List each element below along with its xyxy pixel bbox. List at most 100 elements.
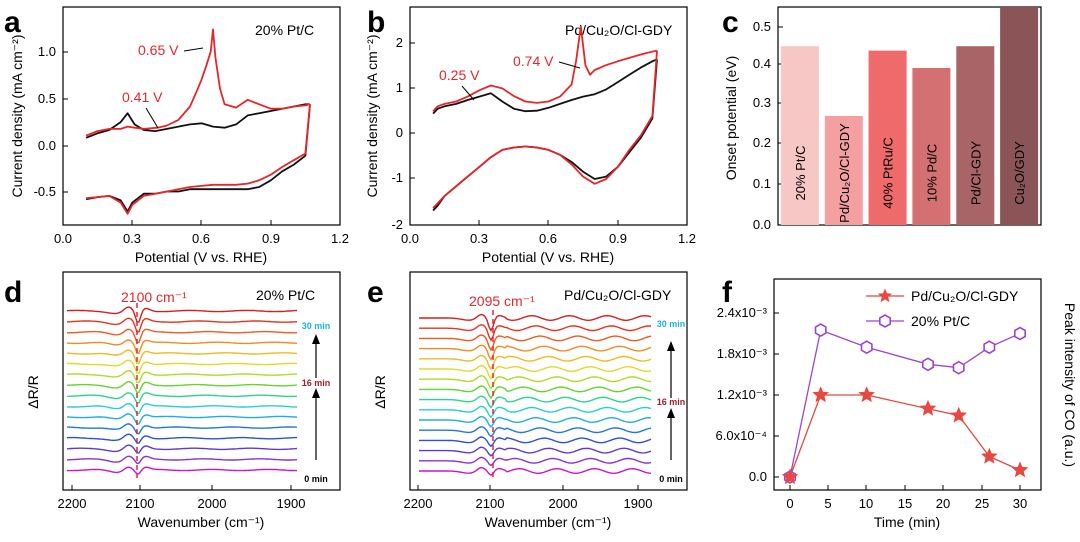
spectrum-trace xyxy=(419,364,652,380)
panel-f-y-ticks: 0.0 6.0x10⁻⁴ 1.2x10⁻³ 1.8x10⁻³ 2.4x10⁻³ xyxy=(716,305,768,484)
panel-f-letter: f xyxy=(722,276,733,309)
bar xyxy=(868,50,907,225)
panel-a-xtick: 0.6 xyxy=(192,231,210,246)
spectrum-trace xyxy=(66,380,298,394)
panel-a-annotation-onset: 0.41 V xyxy=(122,89,163,105)
panel-e-time-arrow: 30 min 16 min 0 min xyxy=(657,319,686,484)
panel-d-frame xyxy=(62,271,341,491)
data-point-hexagon xyxy=(814,323,827,338)
spectrum-trace xyxy=(66,392,298,404)
panel-f-xtick: 30 xyxy=(1013,496,1027,511)
panel-b-ytick: -2 xyxy=(391,217,403,232)
data-point-star xyxy=(919,399,937,416)
data-point-star xyxy=(1011,461,1029,478)
panel-f-legend: Pd/Cu₂O/Cl-GDY 20% Pt/C xyxy=(866,288,1019,329)
legend-hexagon-icon xyxy=(878,314,892,328)
panel-f-xtick: 5 xyxy=(824,496,831,511)
panel-f-frame xyxy=(773,278,1042,491)
panel-b-frame xyxy=(409,6,688,226)
panel-b-xtick: 1.2 xyxy=(678,231,696,246)
spectrum-trace xyxy=(419,313,652,333)
spectrum-trace xyxy=(66,413,298,425)
spectrum-trace xyxy=(66,349,298,365)
panel-a-letter: a xyxy=(4,6,21,39)
panel-b-annotation-onset: 0.25 V xyxy=(439,67,480,83)
spectrum-trace xyxy=(419,466,652,476)
panel-e-legend: Pd/Cu₂O/Cl-GDY xyxy=(564,287,672,303)
panel-b-x-ticks: 0.0 0.3 0.6 0.9 1.2 xyxy=(401,231,696,246)
panel-a-ylabel: Current density (mA cm⁻²) xyxy=(9,35,25,198)
panel-a-legend: 20% Pt/C xyxy=(255,22,314,38)
panel-f-ytick: 2.4x10⁻³ xyxy=(717,305,768,320)
panel-f-xtick: 0 xyxy=(786,496,793,511)
panel-e-xtick: 2000 xyxy=(549,496,578,511)
panel-e-time-mid: 16 min xyxy=(657,397,686,407)
spectrum-trace xyxy=(419,436,652,448)
panel-c-frame xyxy=(777,6,1042,226)
panel-c-ytick: 0.3 xyxy=(753,95,771,110)
panel-b-ytick: -1 xyxy=(391,170,403,185)
data-point-star xyxy=(980,447,998,464)
panel-d-letter: d xyxy=(4,276,22,309)
spectrum-trace xyxy=(66,444,298,454)
panel-a-ytick: -0.5 xyxy=(34,184,56,199)
panel-d-ylabel: ΔR/R xyxy=(25,375,41,408)
panel-d-time-mid: 16 min xyxy=(302,378,331,388)
panel-f-legend-pd: Pd/Cu₂O/Cl-GDY xyxy=(911,288,1019,304)
series-line xyxy=(789,394,1021,478)
bar xyxy=(1000,7,1039,225)
panel-a-xlabel: Potential (V vs. RHE) xyxy=(135,249,267,265)
data-point-star xyxy=(950,406,968,423)
panel-e-letter: e xyxy=(367,276,384,309)
spectrum-trace xyxy=(67,466,297,475)
data-point-hexagon xyxy=(860,340,873,355)
panel-d-xtick: 2000 xyxy=(198,496,227,511)
data-point-hexagon xyxy=(921,357,935,372)
bar xyxy=(956,46,995,226)
data-point-star xyxy=(781,468,799,485)
panel-b-arrow-peak xyxy=(558,61,581,69)
panel-e-ylabel: ΔR/R xyxy=(372,375,388,408)
spectrum-trace xyxy=(67,423,298,435)
panel-a: a 20% Pt/C 0.0 0.3 0.6 0.9 1.2 -0.5 0.0 … xyxy=(4,6,349,265)
panel-c-ytick: 0.4 xyxy=(753,56,771,71)
panel-b-y-ticks: -2 -1 0 1 2 xyxy=(391,35,403,232)
panel-a-y-ticks: -0.5 0.0 0.5 1.0 xyxy=(34,44,56,199)
panel-a-ytick: 1.0 xyxy=(38,44,56,59)
data-point-hexagon xyxy=(952,360,965,375)
spectrum-trace xyxy=(67,402,298,415)
panel-e-time-bot: 0 min xyxy=(659,474,683,484)
data-point-hexagon xyxy=(1013,326,1026,341)
panel-d-xtick: 2200 xyxy=(58,496,87,511)
panel-d-time-arrow: 30 min 16 min 0 min xyxy=(302,321,331,484)
spectrum-trace xyxy=(419,334,652,352)
panel-a-xtick: 0.3 xyxy=(123,231,141,246)
panel-b-annotation-peak: 0.74 V xyxy=(513,53,554,69)
panel-a-xtick: 0.0 xyxy=(54,231,72,246)
panel-f-ylabel: Peak intensity of CO (a.u.) xyxy=(1062,303,1078,467)
panel-f-xtick: 15 xyxy=(898,496,912,511)
panel-e-x-ticks: 2200 2100 2000 1900 xyxy=(404,496,653,511)
panel-a-ytick: 0.5 xyxy=(38,91,56,106)
spectrum-trace xyxy=(66,433,297,444)
panel-d-xlabel: Wavenumber (cm⁻¹) xyxy=(138,514,265,530)
panel-b-series-line xyxy=(432,50,658,209)
panel-a-frame xyxy=(62,6,341,226)
panel-f-ytick: 6.0x10⁻⁴ xyxy=(716,428,767,443)
panel-c-ytick: 0.0 xyxy=(753,217,771,232)
panel-a-annotation-peak: 0.65 V xyxy=(138,42,179,58)
panel-f-ytick: 1.2x10⁻³ xyxy=(717,387,768,402)
panel-f-xlabel: Time (min) xyxy=(874,514,940,530)
panel-d-legend: 20% Pt/C xyxy=(256,287,315,303)
spectrum-trace xyxy=(419,354,652,371)
panel-b-series-line xyxy=(432,58,658,115)
panel-a-series-line xyxy=(85,28,311,137)
spectrum-trace xyxy=(66,455,298,465)
panel-c-ytick: 0.1 xyxy=(753,176,771,191)
panel-e-xtick: 2100 xyxy=(476,496,505,511)
panel-d-time-top: 30 min xyxy=(302,321,331,331)
panel-d-peak-label: 2100 cm⁻¹ xyxy=(121,289,187,305)
panel-f-x-ticks: 0 5 10 15 20 25 30 xyxy=(786,496,1027,511)
panel-a-arrow-onset xyxy=(145,107,159,129)
